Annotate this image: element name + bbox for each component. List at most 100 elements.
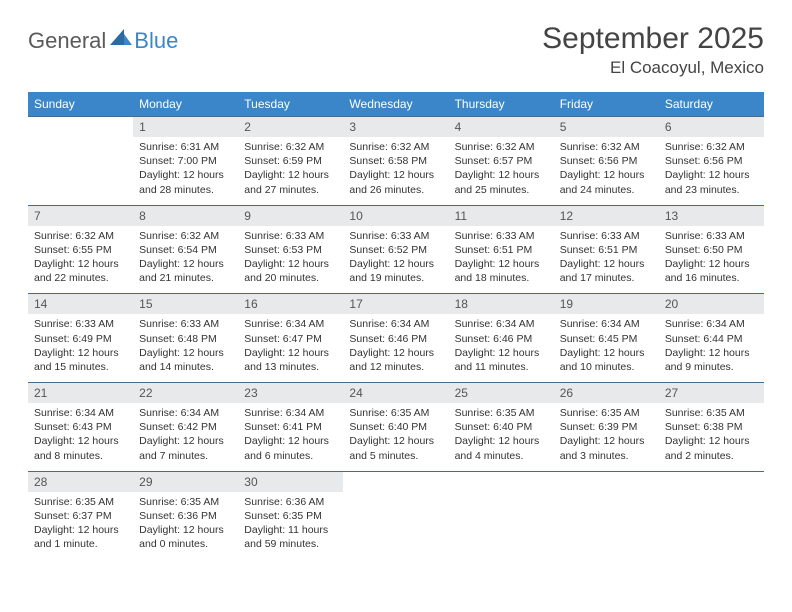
day-content: Sunrise: 6:34 AMSunset: 6:47 PMDaylight:… bbox=[238, 314, 343, 382]
daylight-text: Daylight: 12 hours and 28 minutes. bbox=[139, 168, 232, 196]
sunset-text: Sunset: 6:46 PM bbox=[349, 332, 442, 346]
daylight-text: Daylight: 12 hours and 5 minutes. bbox=[349, 434, 442, 462]
sunrise-text: Sunrise: 6:31 AM bbox=[139, 140, 232, 154]
daylight-text: Daylight: 12 hours and 13 minutes. bbox=[244, 346, 337, 374]
daylight-text: Daylight: 12 hours and 27 minutes. bbox=[244, 168, 337, 196]
calendar-cell bbox=[659, 471, 764, 559]
day-number: 9 bbox=[238, 206, 343, 226]
sunset-text: Sunset: 6:38 PM bbox=[665, 420, 758, 434]
day-content: Sunrise: 6:33 AMSunset: 6:50 PMDaylight:… bbox=[659, 226, 764, 294]
day-number: 30 bbox=[238, 472, 343, 492]
daylight-text: Daylight: 12 hours and 22 minutes. bbox=[34, 257, 127, 285]
sunrise-text: Sunrise: 6:33 AM bbox=[139, 317, 232, 331]
sunset-text: Sunset: 6:56 PM bbox=[665, 154, 758, 168]
logo-text-general: General bbox=[28, 28, 106, 54]
day-number: 22 bbox=[133, 383, 238, 403]
calendar-cell: 2Sunrise: 6:32 AMSunset: 6:59 PMDaylight… bbox=[238, 117, 343, 206]
day-number: 21 bbox=[28, 383, 133, 403]
sunrise-text: Sunrise: 6:34 AM bbox=[244, 317, 337, 331]
day-number: 5 bbox=[554, 117, 659, 137]
sunset-text: Sunset: 6:36 PM bbox=[139, 509, 232, 523]
daylight-text: Daylight: 12 hours and 16 minutes. bbox=[665, 257, 758, 285]
day-number: 20 bbox=[659, 294, 764, 314]
dayhead-friday: Friday bbox=[554, 92, 659, 117]
day-number: 23 bbox=[238, 383, 343, 403]
daylight-text: Daylight: 12 hours and 4 minutes. bbox=[455, 434, 548, 462]
sunset-text: Sunset: 6:44 PM bbox=[665, 332, 758, 346]
dayhead-thursday: Thursday bbox=[449, 92, 554, 117]
daylight-text: Daylight: 12 hours and 8 minutes. bbox=[34, 434, 127, 462]
calendar-cell: 25Sunrise: 6:35 AMSunset: 6:40 PMDayligh… bbox=[449, 383, 554, 472]
day-content: Sunrise: 6:35 AMSunset: 6:39 PMDaylight:… bbox=[554, 403, 659, 471]
day-number bbox=[449, 472, 554, 492]
day-header-row: Sunday Monday Tuesday Wednesday Thursday… bbox=[28, 92, 764, 117]
calendar-cell: 6Sunrise: 6:32 AMSunset: 6:56 PMDaylight… bbox=[659, 117, 764, 206]
calendar-week: 21Sunrise: 6:34 AMSunset: 6:43 PMDayligh… bbox=[28, 383, 764, 472]
calendar-cell: 15Sunrise: 6:33 AMSunset: 6:48 PMDayligh… bbox=[133, 294, 238, 383]
daylight-text: Daylight: 12 hours and 1 minute. bbox=[34, 523, 127, 551]
sunrise-text: Sunrise: 6:34 AM bbox=[665, 317, 758, 331]
sunrise-text: Sunrise: 6:32 AM bbox=[34, 229, 127, 243]
day-content bbox=[554, 492, 659, 552]
day-content: Sunrise: 6:32 AMSunset: 6:54 PMDaylight:… bbox=[133, 226, 238, 294]
daylight-text: Daylight: 12 hours and 17 minutes. bbox=[560, 257, 653, 285]
daylight-text: Daylight: 12 hours and 19 minutes. bbox=[349, 257, 442, 285]
calendar-cell: 26Sunrise: 6:35 AMSunset: 6:39 PMDayligh… bbox=[554, 383, 659, 472]
calendar-cell: 22Sunrise: 6:34 AMSunset: 6:42 PMDayligh… bbox=[133, 383, 238, 472]
calendar-cell: 12Sunrise: 6:33 AMSunset: 6:51 PMDayligh… bbox=[554, 205, 659, 294]
day-content: Sunrise: 6:35 AMSunset: 6:36 PMDaylight:… bbox=[133, 492, 238, 560]
sunset-text: Sunset: 6:48 PM bbox=[139, 332, 232, 346]
day-content bbox=[659, 492, 764, 552]
sunrise-text: Sunrise: 6:34 AM bbox=[244, 406, 337, 420]
sunrise-text: Sunrise: 6:33 AM bbox=[34, 317, 127, 331]
daylight-text: Daylight: 11 hours and 59 minutes. bbox=[244, 523, 337, 551]
sunrise-text: Sunrise: 6:35 AM bbox=[560, 406, 653, 420]
day-number: 17 bbox=[343, 294, 448, 314]
calendar-cell: 17Sunrise: 6:34 AMSunset: 6:46 PMDayligh… bbox=[343, 294, 448, 383]
sunrise-text: Sunrise: 6:33 AM bbox=[244, 229, 337, 243]
daylight-text: Daylight: 12 hours and 7 minutes. bbox=[139, 434, 232, 462]
day-content: Sunrise: 6:33 AMSunset: 6:49 PMDaylight:… bbox=[28, 314, 133, 382]
calendar-cell: 13Sunrise: 6:33 AMSunset: 6:50 PMDayligh… bbox=[659, 205, 764, 294]
sunrise-text: Sunrise: 6:32 AM bbox=[560, 140, 653, 154]
sunset-text: Sunset: 6:51 PM bbox=[560, 243, 653, 257]
sunrise-text: Sunrise: 6:33 AM bbox=[455, 229, 548, 243]
sunrise-text: Sunrise: 6:35 AM bbox=[349, 406, 442, 420]
sunset-text: Sunset: 6:37 PM bbox=[34, 509, 127, 523]
calendar-cell bbox=[28, 117, 133, 206]
sunrise-text: Sunrise: 6:32 AM bbox=[139, 229, 232, 243]
calendar-cell: 16Sunrise: 6:34 AMSunset: 6:47 PMDayligh… bbox=[238, 294, 343, 383]
day-content bbox=[449, 492, 554, 552]
sunrise-text: Sunrise: 6:34 AM bbox=[560, 317, 653, 331]
calendar-cell: 8Sunrise: 6:32 AMSunset: 6:54 PMDaylight… bbox=[133, 205, 238, 294]
day-number: 2 bbox=[238, 117, 343, 137]
calendar-week: 14Sunrise: 6:33 AMSunset: 6:49 PMDayligh… bbox=[28, 294, 764, 383]
daylight-text: Daylight: 12 hours and 0 minutes. bbox=[139, 523, 232, 551]
day-content: Sunrise: 6:32 AMSunset: 6:56 PMDaylight:… bbox=[554, 137, 659, 205]
calendar-cell bbox=[554, 471, 659, 559]
day-number: 16 bbox=[238, 294, 343, 314]
daylight-text: Daylight: 12 hours and 24 minutes. bbox=[560, 168, 653, 196]
sunset-text: Sunset: 6:49 PM bbox=[34, 332, 127, 346]
calendar-cell: 29Sunrise: 6:35 AMSunset: 6:36 PMDayligh… bbox=[133, 471, 238, 559]
daylight-text: Daylight: 12 hours and 9 minutes. bbox=[665, 346, 758, 374]
dayhead-saturday: Saturday bbox=[659, 92, 764, 117]
sunrise-text: Sunrise: 6:34 AM bbox=[349, 317, 442, 331]
sunset-text: Sunset: 6:43 PM bbox=[34, 420, 127, 434]
day-number: 1 bbox=[133, 117, 238, 137]
daylight-text: Daylight: 12 hours and 6 minutes. bbox=[244, 434, 337, 462]
calendar-cell: 28Sunrise: 6:35 AMSunset: 6:37 PMDayligh… bbox=[28, 471, 133, 559]
sunset-text: Sunset: 6:40 PM bbox=[455, 420, 548, 434]
day-content: Sunrise: 6:35 AMSunset: 6:37 PMDaylight:… bbox=[28, 492, 133, 560]
sunrise-text: Sunrise: 6:32 AM bbox=[244, 140, 337, 154]
calendar-cell: 11Sunrise: 6:33 AMSunset: 6:51 PMDayligh… bbox=[449, 205, 554, 294]
sunset-text: Sunset: 6:47 PM bbox=[244, 332, 337, 346]
day-number bbox=[554, 472, 659, 492]
day-content: Sunrise: 6:33 AMSunset: 6:48 PMDaylight:… bbox=[133, 314, 238, 382]
daylight-text: Daylight: 12 hours and 3 minutes. bbox=[560, 434, 653, 462]
sunrise-text: Sunrise: 6:34 AM bbox=[34, 406, 127, 420]
day-number: 8 bbox=[133, 206, 238, 226]
day-number: 6 bbox=[659, 117, 764, 137]
sunset-text: Sunset: 6:51 PM bbox=[455, 243, 548, 257]
sunset-text: Sunset: 6:42 PM bbox=[139, 420, 232, 434]
